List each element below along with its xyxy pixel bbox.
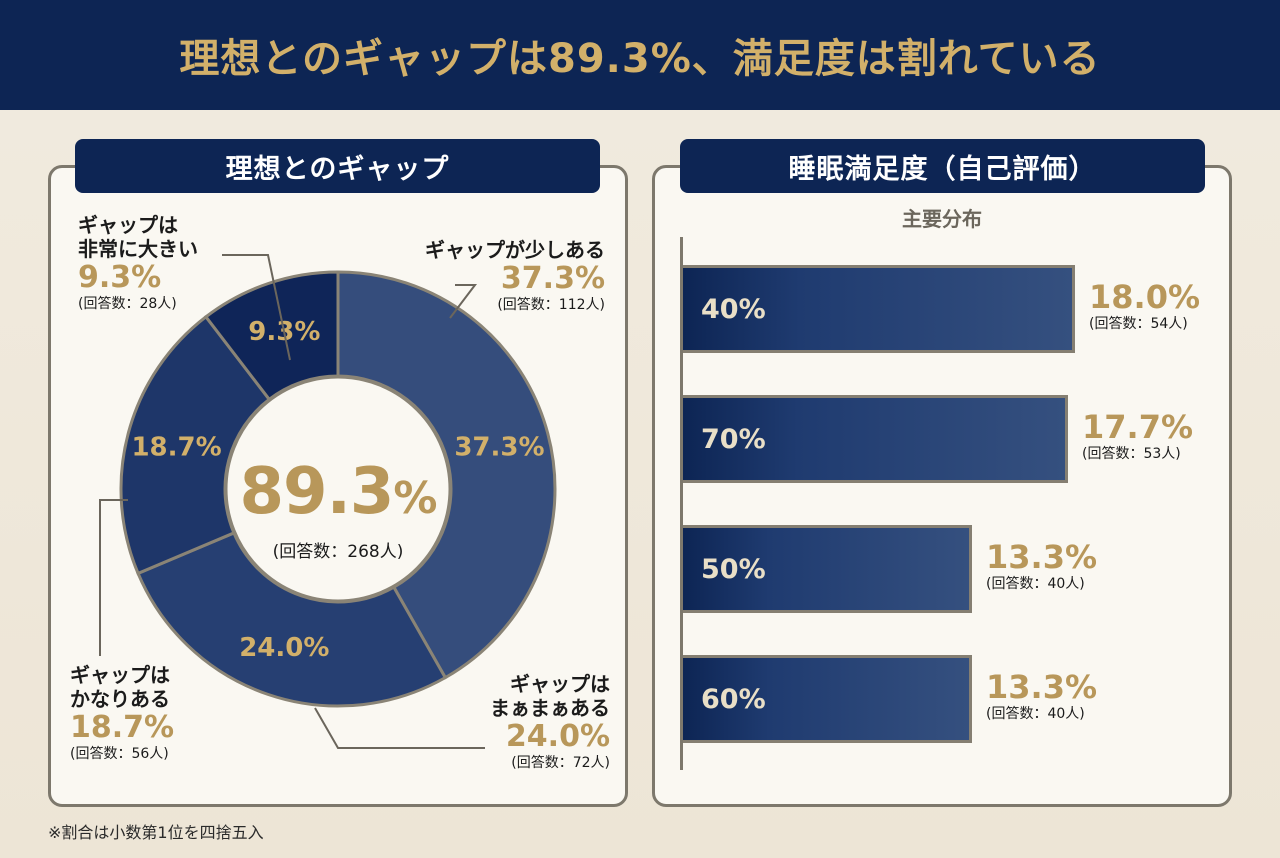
bar-value-count: (回答数：54人) [1089,315,1188,332]
callout-label: かなりある [70,687,170,711]
donut-slice-label: 37.3% [454,432,544,462]
callout-label: まぁまぁある [490,696,610,720]
bar-value: 17.7% (回答数：53人) [1082,409,1193,462]
bar-value-count: (回答数：40人) [986,705,1085,722]
callout-large-gap: ギャップは かなりある 18.7% (回答数：56人) [70,663,230,762]
gap-panel-title: 理想とのギャップ [75,139,600,193]
callout-label: ギャップは [510,672,610,696]
satisfaction-bar: 70% [683,395,1068,483]
callout-percent: 18.7% [70,710,175,745]
bar-value-percent: 17.7% [1082,408,1194,446]
bar-category-label: 70% [701,423,766,455]
donut-center-value: 89.3% [238,455,438,529]
callout-label: 非常に大きい [78,237,198,261]
leader-line [222,254,291,361]
satisfaction-bar: 40% [683,265,1075,353]
callout-label: ギャップが少しある [425,238,605,262]
leader-line [99,499,128,656]
bar-category-label: 60% [701,683,766,715]
bar-value-count: (回答数：40人) [986,575,1085,592]
callout-label: ギャップは [70,663,170,687]
satisfaction-bar: 60% [683,655,972,743]
bar-value-percent: 13.3% [986,668,1098,706]
donut-hole [224,375,452,603]
center-value-number: 89.3 [239,455,395,529]
bar-category-label: 40% [701,293,766,325]
callout-label: ギャップは [78,213,178,237]
callout-count: (回答数：56人) [70,745,169,762]
bar-value: 13.3% (回答数：40人) [986,539,1097,592]
donut-slice-label: 18.7% [131,432,221,462]
bar-category-label: 50% [701,553,766,585]
leader-line [314,707,485,749]
bar-value-count: (回答数：53人) [1082,445,1181,462]
callout-count: (回答数：28人) [78,295,177,312]
satisfaction-panel-title: 睡眠満足度（自己評価） [680,139,1205,193]
callout-moderate-gap: ギャップは まぁまぁある 24.0% (回答数：72人) [430,672,610,771]
footnote: ※割合は小数第1位を四捨五入 [48,823,264,842]
bar-value-percent: 13.3% [986,538,1098,576]
bar-value: 18.0% (回答数：54人) [1089,279,1200,332]
bar-value: 13.3% (回答数：40人) [986,669,1097,722]
callout-percent: 37.3% [500,261,605,296]
callout-count: (回答数：112人) [497,296,605,313]
satisfaction-bar: 50% [683,525,972,613]
callout-small-gap: ギャップが少しある 37.3% (回答数：112人) [370,238,605,313]
callout-percent: 9.3% [78,260,162,295]
leader-line [449,284,478,319]
bar-value-percent: 18.0% [1089,278,1201,316]
center-value-unit: % [393,473,437,524]
donut-slice-label: 24.0% [239,633,329,663]
callout-very-large-gap: ギャップは 非常に大きい 9.3% (回答数：28人) [78,213,258,312]
page-title: 理想とのギャップは89.3%、満足度は割れている [179,36,1101,82]
callout-percent: 24.0% [505,719,610,754]
distribution-subtitle: 主要分布 [902,207,982,231]
bar-axis-line [680,237,683,770]
header-banner: 理想とのギャップは89.3%、満足度は割れている [0,0,1280,110]
callout-count: (回答数：72人) [511,754,610,771]
donut-center-count: (回答数：268人) [272,542,404,562]
